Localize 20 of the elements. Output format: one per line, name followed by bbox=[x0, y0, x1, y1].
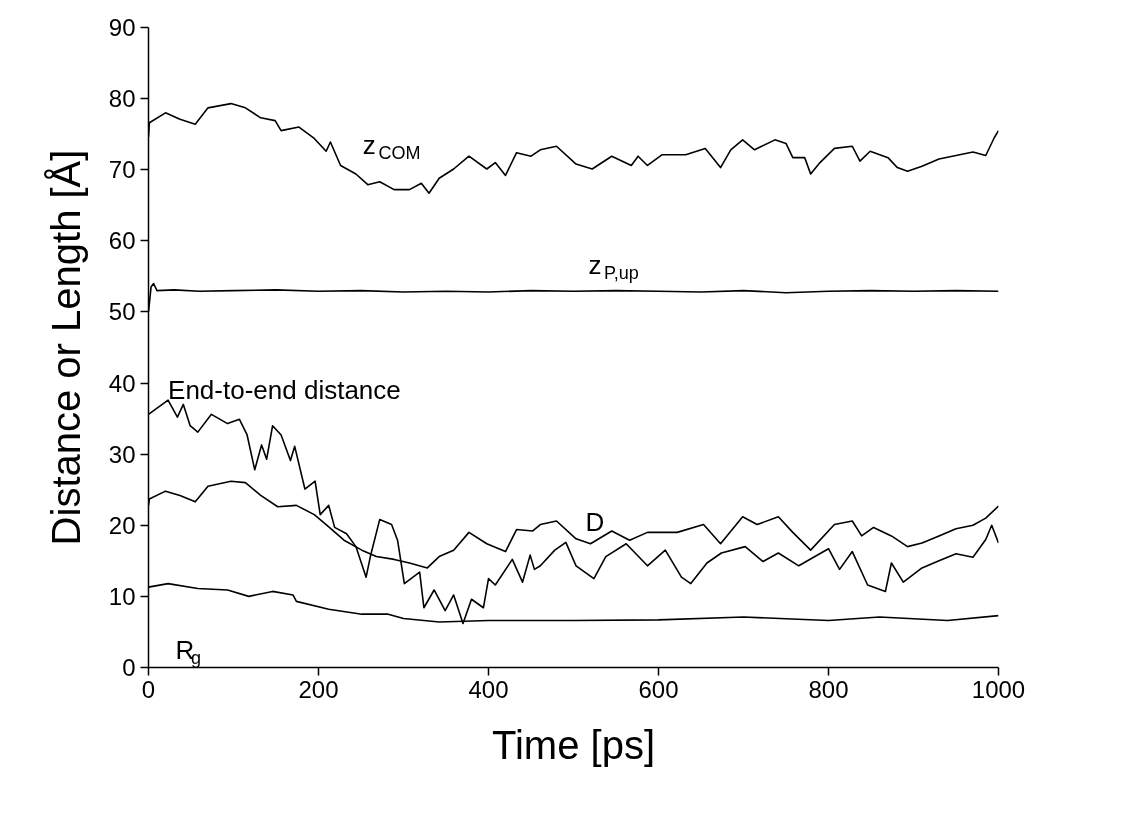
y-tick-label: 70 bbox=[108, 156, 136, 184]
y-tick-label: 20 bbox=[108, 511, 136, 539]
x-axis-title: Time [ps] bbox=[492, 722, 656, 767]
y-tick-label: 50 bbox=[108, 298, 136, 326]
x-tick-label: 800 bbox=[808, 675, 849, 703]
y-tick-label: 40 bbox=[108, 369, 136, 397]
x-tick-label: 600 bbox=[638, 675, 679, 703]
y-tick-label: 60 bbox=[108, 227, 136, 255]
y-axis-title: Distance or Length [Å] bbox=[43, 149, 88, 546]
y-tick-label: 0 bbox=[122, 654, 136, 681]
x-tick-label: 0 bbox=[141, 675, 156, 703]
series-label: End-to-end distance bbox=[168, 375, 401, 406]
x-tick-label: 1000 bbox=[971, 675, 1026, 703]
x-tick-label: 400 bbox=[468, 675, 509, 703]
y-tick-label: 90 bbox=[108, 14, 136, 41]
series-label: D bbox=[585, 506, 605, 537]
y-tick-label: 10 bbox=[108, 582, 136, 610]
y-tick-label: 30 bbox=[108, 440, 136, 468]
y-tick-label: 80 bbox=[108, 85, 136, 113]
x-tick-label: 200 bbox=[298, 675, 339, 703]
